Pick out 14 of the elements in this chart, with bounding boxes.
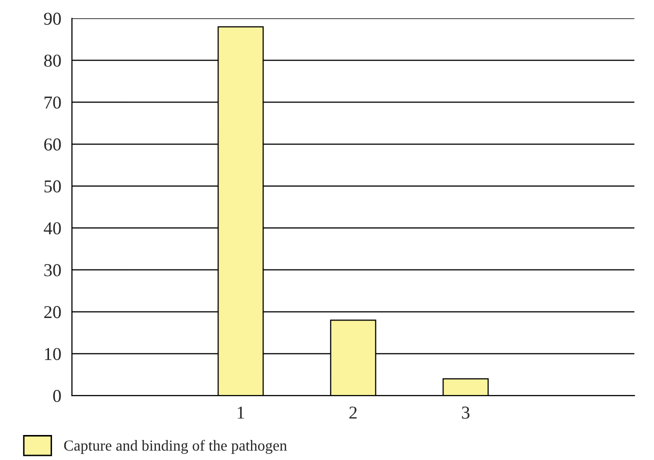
y-tick-label: 80 <box>44 54 61 67</box>
y-tick-label: 0 <box>53 390 61 402</box>
legend-label: Capture and binding of the pathogen <box>64 440 287 454</box>
y-tick-label: 60 <box>44 138 61 151</box>
y-tick-label: 30 <box>44 264 61 276</box>
x-tick-label: 1 <box>238 406 244 419</box>
y-tick-label: 10 <box>45 348 61 360</box>
x-tick-label: 3 <box>462 406 470 419</box>
y-tick-label: 70 <box>44 96 61 109</box>
x-tick-label: 2 <box>349 406 357 419</box>
y-tick-label: 50 <box>44 180 61 192</box>
y-tick-label: 90 <box>44 12 61 25</box>
y-tick-label: 20 <box>44 306 61 318</box>
y-tick-label: 40 <box>44 222 61 234</box>
